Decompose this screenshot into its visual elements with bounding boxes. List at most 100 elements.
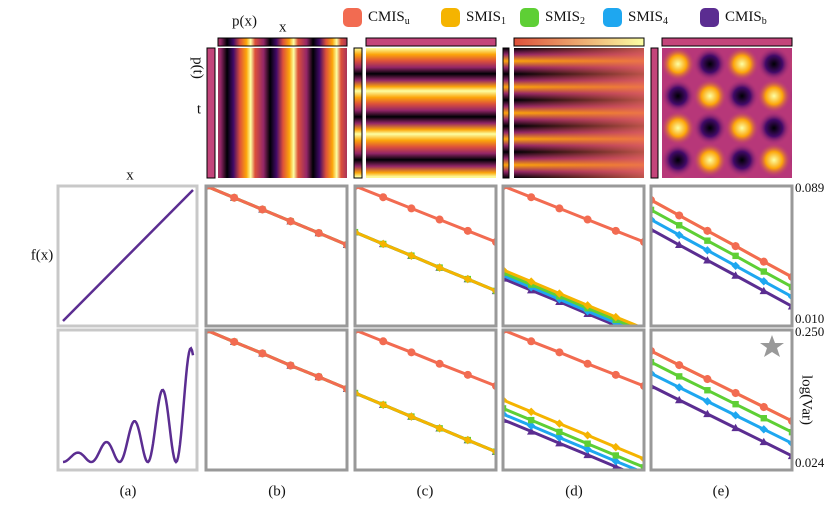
marker [583, 301, 592, 310]
legend-swatch [603, 8, 622, 27]
panel-frame [649, 184, 794, 328]
series-line [651, 349, 792, 423]
marker [732, 401, 739, 408]
plot-area [206, 330, 347, 470]
marker [435, 263, 444, 272]
legend-sub: 4 [663, 16, 668, 27]
plot-background [206, 330, 347, 470]
marker [675, 383, 684, 392]
marker [527, 337, 536, 346]
marker [463, 435, 472, 445]
series-line [651, 372, 792, 445]
marginal-px [217, 37, 348, 47]
legend-name: SMIS [545, 9, 580, 25]
marker [286, 217, 295, 226]
marker [703, 397, 712, 406]
marker [555, 438, 564, 447]
series-line [355, 230, 496, 293]
series-line [503, 330, 644, 388]
marker [759, 437, 768, 446]
marginal-px [513, 37, 645, 47]
legend-label: SMIS4 [628, 9, 668, 27]
marker [230, 337, 239, 346]
marker [611, 462, 620, 470]
marker [527, 277, 536, 286]
marker [760, 268, 767, 275]
marker [555, 433, 564, 442]
marker [527, 407, 536, 416]
marker [286, 361, 295, 370]
column-label: (c) [417, 483, 434, 499]
marker [555, 419, 564, 428]
plot-background [206, 186, 347, 326]
marker [731, 261, 740, 270]
marker [503, 269, 507, 276]
marker [703, 409, 712, 418]
marker [731, 271, 740, 279]
marginal-pt [502, 47, 510, 179]
marker [379, 337, 388, 346]
marker [407, 251, 416, 260]
function-curve [62, 346, 195, 464]
marker [258, 349, 267, 358]
marker [703, 246, 712, 255]
marker [379, 239, 388, 249]
marker [675, 361, 684, 370]
y-tick-label: 0.089 [795, 180, 824, 195]
density-map [218, 48, 347, 178]
marker [640, 474, 648, 481]
series-line [355, 391, 496, 454]
marker [612, 452, 619, 459]
y-axis-label: log(Var) [799, 375, 815, 425]
column-label: (d) [565, 483, 583, 499]
series-line [503, 412, 642, 470]
marker [527, 193, 536, 202]
series-line [355, 330, 496, 388]
density-map [366, 48, 496, 178]
label-t: t [197, 101, 202, 117]
marker [704, 387, 711, 394]
marker [435, 424, 444, 433]
panel-frame [56, 328, 199, 472]
series-line [651, 228, 792, 308]
series-line [651, 208, 792, 289]
marginal-px [661, 37, 793, 47]
legend-swatch [700, 8, 719, 27]
marker [314, 372, 323, 381]
plot-background [503, 330, 644, 470]
panel-frame [501, 328, 646, 472]
marker [555, 289, 564, 298]
legend-swatch [520, 8, 539, 27]
plot-background [355, 330, 496, 470]
marker [704, 237, 711, 244]
marker [675, 230, 684, 240]
marker [463, 274, 472, 284]
plot-background [651, 186, 792, 326]
marker [759, 402, 768, 411]
marker [731, 242, 740, 251]
plot-background [355, 186, 496, 326]
legend-sub: b [762, 16, 767, 27]
panel-frame [353, 184, 498, 328]
marker [583, 450, 592, 459]
marker [435, 359, 444, 368]
marker [703, 375, 712, 384]
marker [463, 226, 472, 235]
legend-label: SMIS1 [466, 9, 506, 27]
density-maps [206, 37, 793, 179]
legend-label: SMIS2 [545, 9, 585, 27]
marker [676, 373, 683, 380]
marker [651, 358, 655, 366]
marker [230, 193, 239, 202]
marker [556, 428, 563, 436]
marker [379, 400, 388, 409]
marker [583, 215, 592, 224]
marker [583, 445, 592, 454]
legend-name: SMIS [466, 9, 501, 25]
plot-area [503, 186, 644, 326]
legend-swatch [343, 8, 362, 27]
label-x: x [126, 167, 134, 183]
series-line [503, 398, 644, 461]
marker [258, 205, 267, 214]
